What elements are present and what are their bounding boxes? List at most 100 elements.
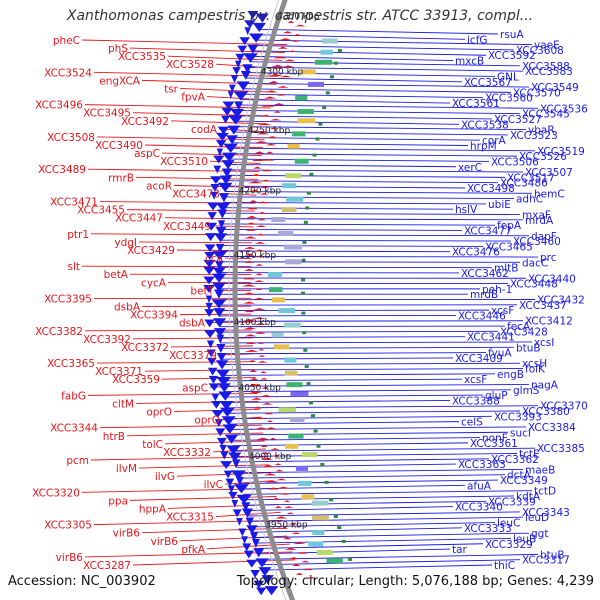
reverse-gene-mark <box>221 115 231 124</box>
forward-gene-mark <box>262 114 271 117</box>
reverse-gene-mark <box>214 289 224 299</box>
label-leader-line <box>230 431 509 436</box>
reverse-gene-label: XCC3517 <box>507 172 555 184</box>
reverse-gene-mark <box>204 319 215 328</box>
gc-dot <box>316 444 321 448</box>
cog-feature-mark <box>301 494 315 500</box>
label-leader-line <box>228 158 490 162</box>
label-leader-line <box>246 72 496 77</box>
forward-gene-mark <box>280 492 290 495</box>
reverse-gene-mark <box>205 302 213 311</box>
forward-gene-label: engXCA <box>99 75 141 87</box>
reverse-gene-mark <box>236 81 250 91</box>
reverse-gene-label: XCC3549 <box>531 82 579 94</box>
reverse-gene-mark <box>215 202 231 212</box>
label-leader-line <box>227 164 457 168</box>
forward-gene-mark <box>292 33 303 36</box>
reverse-gene-mark <box>213 318 227 328</box>
reverse-gene-label: XCC3477 <box>464 225 512 237</box>
cog-feature-mark <box>297 109 314 115</box>
reverse-gene-label: fyuA <box>488 348 512 360</box>
reverse-gene-label: XCC3448 <box>510 279 558 291</box>
reverse-gene-mark <box>242 53 259 63</box>
reverse-gene-mark <box>241 508 254 518</box>
reverse-gene-label: GNL <box>497 71 519 83</box>
reverse-gene-label: XCC3476 <box>452 247 500 259</box>
cog-feature-mark <box>312 500 329 506</box>
forward-gene-label: cycA <box>141 277 167 289</box>
reverse-gene-mark <box>208 375 219 384</box>
reverse-gene-label: XCC3343 <box>522 507 570 519</box>
forward-gene-mark <box>278 38 293 41</box>
forward-gene-mark <box>266 136 278 138</box>
forward-gene-mark <box>259 179 272 182</box>
reverse-gene-label: XCC3583 <box>525 66 573 78</box>
reverse-gene-mark <box>211 400 222 409</box>
label-leader-line <box>99 424 262 429</box>
reverse-gene-mark <box>204 233 217 241</box>
forward-gene-label: XCC3315 <box>166 512 214 524</box>
gc-dot <box>329 498 334 502</box>
forward-gene-mark <box>269 127 279 130</box>
reverse-gene-mark <box>206 357 217 366</box>
cog-feature-mark <box>292 131 306 137</box>
forward-gene-mark <box>261 451 270 455</box>
reverse-gene-label: dctA <box>507 470 532 482</box>
reverse-gene-mark <box>215 140 227 148</box>
forward-gene-label: virB6 <box>113 528 141 540</box>
forward-gene-mark <box>282 31 293 34</box>
forward-gene-label: XCC3524 <box>44 67 92 79</box>
reverse-gene-mark <box>227 91 234 99</box>
reverse-gene-label: XCC3570 <box>513 87 561 99</box>
gc-dot <box>325 91 330 95</box>
label-leader-line <box>235 458 490 463</box>
reverse-gene-label: gluP <box>485 390 508 402</box>
forward-gene-mark <box>274 516 288 519</box>
forward-gene-label: ptr1 <box>67 229 89 241</box>
label-leader-line <box>258 28 499 35</box>
forward-gene-mark <box>256 132 270 135</box>
reverse-gene-mark <box>221 160 235 170</box>
reverse-gene-label: XCC3545 <box>522 109 570 121</box>
cog-feature-mark <box>294 158 309 164</box>
reverse-gene-mark <box>214 419 223 427</box>
label-leader-line <box>228 415 493 420</box>
label-leader-line <box>247 506 454 512</box>
label-leader-line <box>229 421 460 425</box>
forward-gene-mark <box>269 437 277 440</box>
reverse-gene-mark <box>207 212 217 220</box>
reverse-gene-mark <box>207 367 218 376</box>
label-leader-line <box>220 245 484 247</box>
label-leader-line <box>135 176 259 180</box>
forward-gene-mark <box>253 406 262 409</box>
gc-dot <box>318 122 323 126</box>
reverse-gene-mark <box>211 299 227 309</box>
forward-gene-label: ilvC <box>204 479 223 491</box>
reverse-gene-label: fepA <box>497 220 522 232</box>
gc-dot <box>309 401 314 405</box>
forward-gene-mark <box>247 181 263 184</box>
reverse-gene-label: xcsH <box>522 358 547 370</box>
reverse-gene-mark <box>212 251 228 261</box>
cog-feature-mark <box>307 81 325 87</box>
cog-feature-mark <box>320 49 333 55</box>
reverse-gene-mark <box>226 135 238 145</box>
reverse-gene-label: corA <box>482 135 507 147</box>
reverse-gene-mark <box>247 44 259 54</box>
reverse-gene-label: XCC3465 <box>485 241 533 253</box>
forward-gene-mark <box>287 20 295 23</box>
reverse-gene-label: leuB <box>513 533 536 545</box>
cog-feature-mark <box>295 465 309 471</box>
forward-gene-mark <box>279 75 293 78</box>
label-leader-line <box>226 174 506 178</box>
forward-gene-label: XCC3371 <box>95 366 143 378</box>
label-leader-line <box>256 34 466 40</box>
reverse-gene-mark <box>243 550 255 559</box>
forward-gene-label: oprO <box>194 415 220 427</box>
inner-ring <box>228 0 287 600</box>
label-leader-line <box>234 126 527 131</box>
reverse-gene-mark <box>203 276 215 285</box>
reverse-gene-label: nonF <box>482 433 508 445</box>
